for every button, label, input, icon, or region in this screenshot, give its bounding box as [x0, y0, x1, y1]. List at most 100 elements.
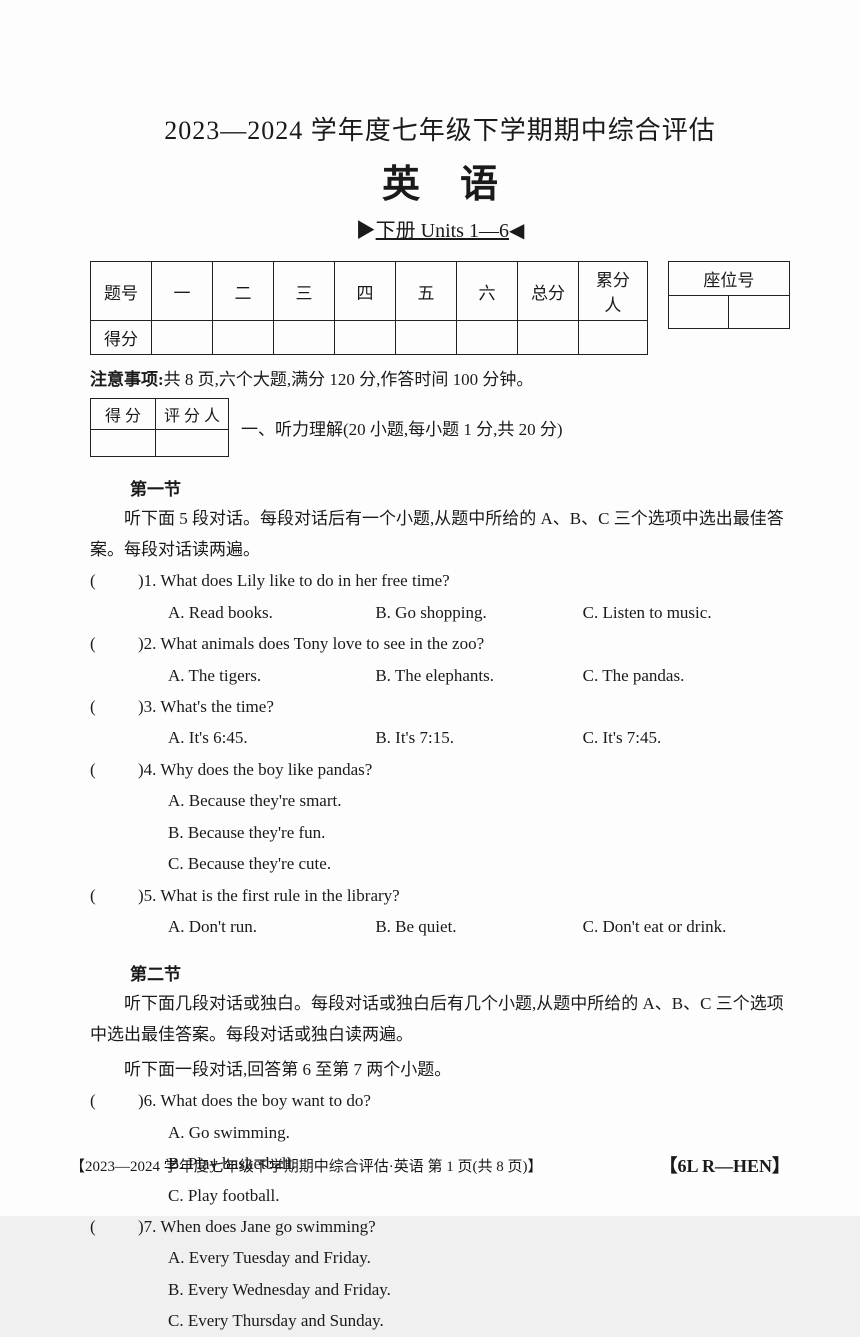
table-row: 得分 [91, 321, 648, 355]
cell: 五 [396, 262, 457, 321]
q2-stem: )2. What animals does Tony love to see i… [138, 634, 484, 653]
footer-right: 【6L R—HEN】 [659, 1152, 790, 1178]
cell [579, 321, 648, 355]
section1-intro: 听下面 5 段对话。每段对话后有一个小题,从题中所给的 A、B、C 三个选项中选… [90, 504, 790, 565]
cell: 得 分 [91, 399, 156, 430]
option-a: A. Because they're smart. [168, 785, 790, 816]
q4-stem: )4. Why does the boy like pandas? [138, 760, 372, 779]
cell: 六 [457, 262, 518, 321]
scorebox-row: 得 分 评 分 人 一、听力理解(20 小题,每小题 1 分,共 20 分) [90, 398, 790, 457]
title-line1: 2023—2024 学年度七年级下学期期中综合评估 [90, 110, 790, 147]
footer-left: 【2023—2024 学年度七年级下学期期中综合评估·英语 第 1 页(共 8 … [70, 1155, 543, 1176]
subtitle: ▶下册 Units 1—6◀ [90, 214, 790, 243]
cell [457, 321, 518, 355]
answer-blank[interactable]: ( [90, 565, 138, 596]
section-main-title: 一、听力理解(20 小题,每小题 1 分,共 20 分) [241, 415, 563, 440]
q3-stem: )3. What's the time? [138, 697, 274, 716]
q1-options: A. Read books. B. Go shopping. C. Listen… [168, 597, 790, 628]
cell [91, 430, 156, 457]
cell [668, 296, 729, 329]
option-c: C. Listen to music. [583, 597, 790, 628]
question-5: ()5. What is the first rule in the libra… [90, 880, 790, 911]
exam-page: 2023—2024 学年度七年级下学期期中综合评估 英语 ▶下册 Units 1… [0, 0, 860, 1216]
cell [152, 321, 213, 355]
option-c: C. The pandas. [583, 660, 790, 691]
question-3: ()3. What's the time? [90, 691, 790, 722]
option-b: B. Be quiet. [375, 911, 582, 942]
question-6: ()6. What does the boy want to do? [90, 1085, 790, 1116]
question-1: ()1. What does Lily like to do in her fr… [90, 565, 790, 596]
option-b: B. Go shopping. [375, 597, 582, 628]
table-row: 得 分 评 分 人 [91, 399, 229, 430]
option-a: A. Don't run. [168, 911, 375, 942]
cell [156, 430, 229, 457]
option-a: A. Go swimming. [168, 1117, 790, 1148]
cell [396, 321, 457, 355]
section1-label: 第一节 [130, 475, 790, 500]
option-c: C. Play football. [168, 1180, 790, 1211]
scorebox-table: 得 分 评 分 人 [90, 398, 229, 457]
option-c: C. Don't eat or drink. [583, 911, 790, 942]
q1-stem: )1. What does Lily like to do in her fre… [138, 571, 450, 590]
answer-blank[interactable]: ( [90, 754, 138, 785]
cell [335, 321, 396, 355]
q5-stem: )5. What is the first rule in the librar… [138, 886, 400, 905]
table-row [91, 430, 229, 457]
q7-options: A. Every Tuesday and Friday. B. Every We… [168, 1242, 790, 1336]
table-row: 题号 一 二 三 四 五 六 总分 累分人 [91, 262, 648, 321]
q4-options: A. Because they're smart. B. Because the… [168, 785, 790, 879]
subtitle-text: 下册 Units 1—6 [376, 220, 509, 242]
cell: 四 [335, 262, 396, 321]
answer-blank[interactable]: ( [90, 1085, 138, 1116]
cell: 总分 [518, 262, 579, 321]
triangle-left-icon: ◀ [509, 220, 524, 242]
cell: 二 [213, 262, 274, 321]
section2-label: 第二节 [130, 960, 790, 985]
table-row: 座位号 [668, 262, 789, 296]
answer-blank[interactable]: ( [90, 628, 138, 659]
option-b: B. Every Wednesday and Friday. [168, 1274, 790, 1305]
option-c: C. Every Thursday and Sunday. [168, 1305, 790, 1336]
option-b: B. The elephants. [375, 660, 582, 691]
cell: 得分 [91, 321, 152, 355]
title-line2: 英语 [90, 153, 790, 208]
q7-stem: )7. When does Jane go swimming? [138, 1217, 376, 1236]
notice-text: 共 8 页,六个大题,满分 120 分,作答时间 100 分钟。 [164, 370, 534, 389]
score-table: 题号 一 二 三 四 五 六 总分 累分人 得分 [90, 261, 648, 355]
question-2: ()2. What animals does Tony love to see … [90, 628, 790, 659]
q5-options: A. Don't run. B. Be quiet. C. Don't eat … [168, 911, 790, 942]
q2-options: A. The tigers. B. The elephants. C. The … [168, 660, 790, 691]
option-c: C. It's 7:45. [583, 722, 790, 753]
cell: 题号 [91, 262, 152, 321]
cell [729, 296, 790, 329]
option-b: B. It's 7:15. [375, 722, 582, 753]
page-footer: 【2023—2024 学年度七年级下学期期中综合评估·英语 第 1 页(共 8 … [70, 1152, 790, 1178]
notice-label: 注意事项: [90, 370, 164, 389]
section2-intro2: 听下面一段对话,回答第 6 至第 7 两个小题。 [90, 1055, 790, 1086]
answer-blank[interactable]: ( [90, 691, 138, 722]
option-a: A. The tigers. [168, 660, 375, 691]
option-c: C. Because they're cute. [168, 848, 790, 879]
cell: 三 [274, 262, 335, 321]
cell [518, 321, 579, 355]
option-a: A. It's 6:45. [168, 722, 375, 753]
q3-options: A. It's 6:45. B. It's 7:15. C. It's 7:45… [168, 722, 790, 753]
triangle-right-icon: ▶ [356, 220, 376, 242]
table-row [668, 296, 789, 329]
answer-blank[interactable]: ( [90, 880, 138, 911]
option-a: A. Read books. [168, 597, 375, 628]
option-a: A. Every Tuesday and Friday. [168, 1242, 790, 1273]
option-b: B. Because they're fun. [168, 817, 790, 848]
seat-label: 座位号 [668, 262, 789, 296]
q6-stem: )6. What does the boy want to do? [138, 1091, 371, 1110]
seat-table: 座位号 [668, 261, 790, 329]
cell: 累分人 [579, 262, 648, 321]
tables-row: 题号 一 二 三 四 五 六 总分 累分人 得分 [90, 261, 790, 355]
cell: 一 [152, 262, 213, 321]
cell: 评 分 人 [156, 399, 229, 430]
cell [274, 321, 335, 355]
cell [213, 321, 274, 355]
question-4: ()4. Why does the boy like pandas? [90, 754, 790, 785]
section2-intro1: 听下面几段对话或独白。每段对话或独白后有几个小题,从题中所给的 A、B、C 三个… [90, 989, 790, 1050]
notice: 注意事项:共 8 页,六个大题,满分 120 分,作答时间 100 分钟。 [90, 365, 790, 390]
